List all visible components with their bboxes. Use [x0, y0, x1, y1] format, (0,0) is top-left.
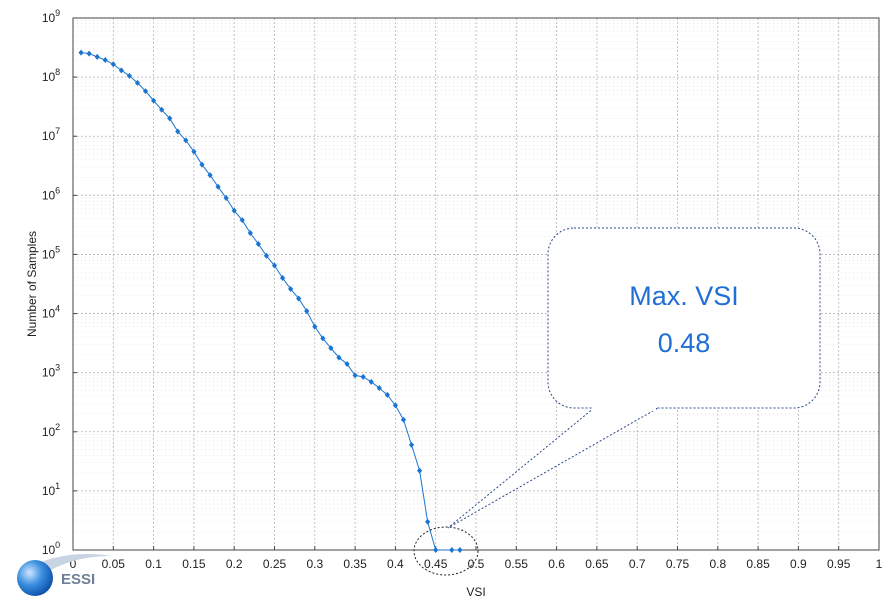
data-point — [296, 295, 302, 302]
data-point — [376, 385, 382, 392]
data-point — [255, 241, 261, 248]
x-tick-label: 0 — [70, 557, 77, 571]
x-tick-label: 0.3 — [306, 557, 323, 571]
data-point — [304, 308, 310, 315]
data-point — [191, 148, 197, 155]
callout-line-1: Max. VSI — [629, 281, 739, 311]
x-tick-label: 0.35 — [343, 557, 367, 571]
callout-pointer — [447, 407, 660, 529]
data-point — [416, 467, 423, 474]
data-point — [86, 50, 92, 57]
data-point — [183, 137, 189, 144]
y-tick-label: 107 — [42, 126, 60, 143]
data-point — [207, 172, 213, 179]
y-tick-label: 104 — [42, 304, 60, 321]
x-tick-labels: 0 0.05 0.1 0.15 0.2 0.25 0.3 0.35 0.4 0.45 0.5 0.55… — [70, 546, 883, 571]
data-point — [312, 323, 318, 330]
data-point — [78, 49, 84, 56]
data-point — [368, 378, 374, 385]
x-tick-label: 0.45 — [424, 557, 448, 571]
x-tick-label: 0.85 — [746, 557, 770, 571]
x-tick-label: 0.95 — [827, 557, 851, 571]
x-tick-label: 0.2 — [226, 557, 243, 571]
x-tick-label: 0.4 — [387, 557, 404, 571]
data-point — [175, 128, 181, 135]
max-vsi-callout: Max. VSI 0.48 — [447, 227, 821, 529]
data-point — [392, 402, 398, 409]
data-point — [336, 354, 342, 361]
x-tick-label: 0.7 — [629, 557, 646, 571]
data-point — [433, 547, 439, 553]
x-tick-label: 0.8 — [709, 557, 726, 571]
data-point — [344, 361, 350, 368]
x-tick-label: 0.25 — [263, 557, 287, 571]
y-axis-label: Number of Samples — [25, 231, 39, 337]
data-point — [118, 67, 124, 74]
data-point — [126, 72, 133, 79]
y-tick-label: 102 — [42, 422, 60, 439]
y-tick-labels: 100 101 102 103 104 105 106 107 108 109 — [42, 8, 77, 557]
x-tick-label: 0.15 — [182, 557, 206, 571]
y-tick-label: 100 — [42, 540, 60, 557]
data-point — [199, 161, 205, 168]
y-tick-label: 103 — [42, 363, 60, 380]
x-tick-label: 1 — [876, 557, 883, 571]
x-axis-label: VSI — [466, 585, 485, 599]
logo-orb-icon — [17, 560, 53, 596]
data-point — [279, 274, 286, 281]
data-point — [94, 53, 100, 60]
data-point — [215, 183, 221, 190]
data-point — [102, 56, 108, 63]
x-tick-label: 0.1 — [145, 557, 162, 571]
y-tick-label: 109 — [42, 8, 60, 25]
data-point — [134, 79, 141, 86]
data-point — [263, 252, 270, 259]
data-point — [384, 391, 390, 398]
data-point — [271, 262, 278, 269]
callout-line-2: 0.48 — [658, 328, 711, 358]
data-point — [408, 441, 415, 448]
y-tick-label: 105 — [42, 244, 60, 261]
data-point — [247, 230, 253, 237]
y-tick-label: 101 — [42, 481, 60, 498]
x-tick-label: 0.75 — [666, 557, 690, 571]
data-point — [449, 547, 455, 553]
y-tick-label: 106 — [42, 185, 60, 202]
x-tick-label: 0.9 — [790, 557, 807, 571]
data-point — [328, 345, 334, 352]
x-tick-label: 0.05 — [102, 557, 126, 571]
data-point — [288, 286, 294, 293]
x-tick-label: 0.65 — [585, 557, 609, 571]
data-point — [151, 97, 157, 104]
data-point — [142, 88, 149, 95]
series-group — [78, 49, 463, 553]
data-point — [159, 106, 165, 113]
y-tick-label: 108 — [42, 67, 60, 84]
data-point — [425, 518, 431, 525]
x-tick-label: 0.55 — [505, 557, 529, 571]
callout-box — [547, 227, 821, 409]
data-point — [239, 217, 245, 224]
data-point — [457, 547, 463, 553]
data-point — [223, 195, 229, 202]
data-point — [167, 115, 173, 122]
data-point — [231, 207, 237, 214]
data-point — [360, 373, 366, 380]
data-point — [110, 61, 116, 68]
data-point — [352, 372, 358, 379]
essi-logo: ESSI — [17, 554, 112, 596]
x-tick-label: 0.5 — [468, 557, 485, 571]
data-point — [400, 416, 407, 423]
callout-gap-cover — [592, 403, 656, 411]
data-point — [320, 335, 326, 342]
highlight-ellipse — [413, 526, 479, 576]
logo-text: ESSI — [61, 571, 95, 588]
x-tick-label: 0.6 — [548, 557, 565, 571]
